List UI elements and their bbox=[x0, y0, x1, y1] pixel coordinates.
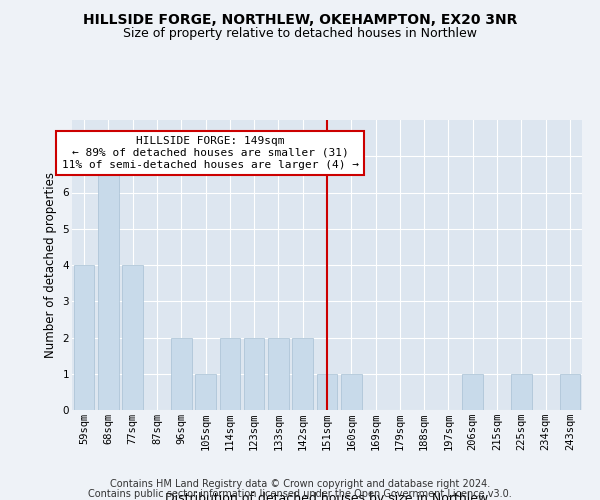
Bar bbox=[171, 338, 191, 410]
Bar bbox=[122, 265, 143, 410]
Text: Contains HM Land Registry data © Crown copyright and database right 2024.: Contains HM Land Registry data © Crown c… bbox=[110, 479, 490, 489]
Bar bbox=[195, 374, 216, 410]
Bar bbox=[463, 374, 483, 410]
Text: Contains public sector information licensed under the Open Government Licence v3: Contains public sector information licen… bbox=[88, 489, 512, 499]
Bar bbox=[511, 374, 532, 410]
Bar bbox=[268, 338, 289, 410]
Text: HILLSIDE FORGE, NORTHLEW, OKEHAMPTON, EX20 3NR: HILLSIDE FORGE, NORTHLEW, OKEHAMPTON, EX… bbox=[83, 12, 517, 26]
Bar bbox=[74, 265, 94, 410]
Text: HILLSIDE FORGE: 149sqm
← 89% of detached houses are smaller (31)
11% of semi-det: HILLSIDE FORGE: 149sqm ← 89% of detached… bbox=[62, 136, 359, 170]
Bar bbox=[341, 374, 362, 410]
Y-axis label: Number of detached properties: Number of detached properties bbox=[44, 172, 57, 358]
Text: Size of property relative to detached houses in Northlew: Size of property relative to detached ho… bbox=[123, 28, 477, 40]
Bar bbox=[292, 338, 313, 410]
Bar bbox=[98, 156, 119, 410]
Bar bbox=[244, 338, 265, 410]
Bar bbox=[220, 338, 240, 410]
Bar bbox=[317, 374, 337, 410]
Bar bbox=[560, 374, 580, 410]
X-axis label: Distribution of detached houses by size in Northlew: Distribution of detached houses by size … bbox=[166, 492, 488, 500]
